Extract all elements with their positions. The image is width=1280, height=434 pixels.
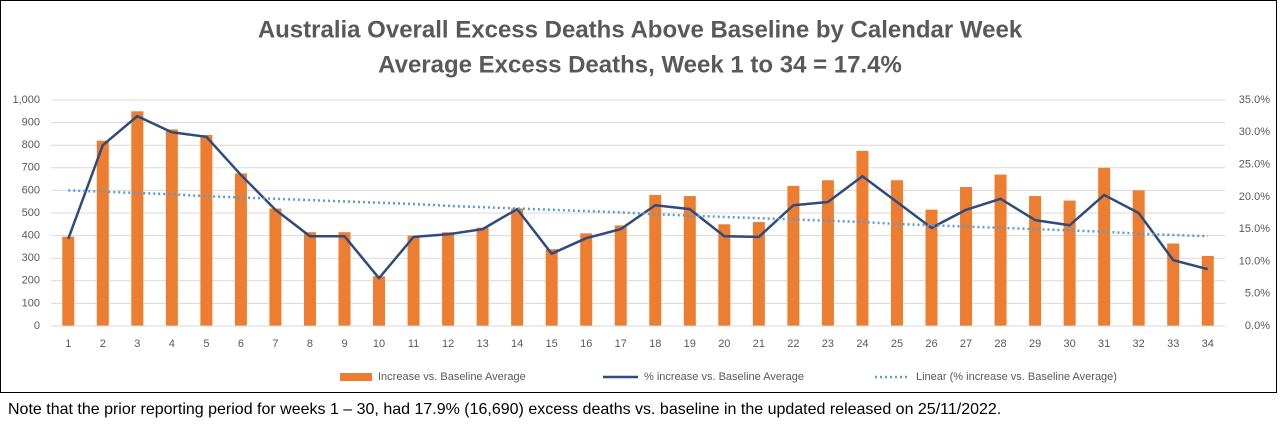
x-tick-label: 24 xyxy=(856,338,868,350)
legend-label: Increase vs. Baseline Average xyxy=(378,371,526,383)
bar xyxy=(580,233,593,326)
x-tick-label: 22 xyxy=(787,338,799,350)
y2-tick-label: 15.0% xyxy=(1239,223,1270,235)
trend-line xyxy=(68,189,1208,238)
bar xyxy=(442,232,455,326)
bar xyxy=(787,185,800,326)
bar xyxy=(890,180,903,326)
x-tick-label: 32 xyxy=(1133,338,1145,350)
y-tick-label: 800 xyxy=(22,139,40,151)
bar xyxy=(303,232,316,326)
y2-tick-label: 30.0% xyxy=(1239,126,1270,138)
bar xyxy=(234,173,247,326)
x-tick-label: 8 xyxy=(307,338,313,350)
y-tick-label: 400 xyxy=(22,230,40,242)
y-tick-label: 700 xyxy=(22,162,40,174)
x-tick-label: 34 xyxy=(1202,338,1214,350)
footnote: Note that the prior reporting period for… xyxy=(8,401,1001,418)
bar xyxy=(1201,255,1214,326)
y2-tick-label: 20.0% xyxy=(1239,191,1270,203)
x-tick-label: 33 xyxy=(1167,338,1179,350)
x-tick-label: 16 xyxy=(580,338,592,350)
x-tick-label: 12 xyxy=(442,338,454,350)
x-tick-label: 26 xyxy=(925,338,937,350)
x-tick-label: 9 xyxy=(341,338,347,350)
y-tick-label: 100 xyxy=(22,297,40,309)
y2-tick-label: 5.0% xyxy=(1245,288,1270,300)
y-tick-label: 900 xyxy=(22,117,40,129)
x-tick-label: 23 xyxy=(822,338,834,350)
line xyxy=(67,114,1209,280)
bar xyxy=(1098,167,1111,326)
y2-tick-label: 0.0% xyxy=(1245,320,1270,332)
bar xyxy=(1029,196,1042,326)
bar xyxy=(338,232,351,326)
legend-label: % increase vs. Baseline Average xyxy=(644,371,804,383)
x-tick-label: 13 xyxy=(476,338,488,350)
x-tick-label: 28 xyxy=(994,338,1006,350)
bar xyxy=(511,208,524,326)
x-tick-label: 21 xyxy=(753,338,765,350)
y-tick-label: 0 xyxy=(34,320,40,332)
bar xyxy=(96,140,109,326)
y-tick-label: 500 xyxy=(22,207,40,219)
y-tick-label: 200 xyxy=(22,275,40,287)
y-tick-label: 300 xyxy=(22,252,40,264)
bar xyxy=(994,174,1007,326)
bar xyxy=(373,276,386,326)
x-tick-label: 18 xyxy=(649,338,661,350)
x-tick-label: 14 xyxy=(511,338,523,350)
y2-tick-label: 25.0% xyxy=(1239,158,1270,170)
legend-label: Linear (% increase vs. Baseline Average) xyxy=(916,371,1117,383)
x-tick-label: 3 xyxy=(134,338,140,350)
bar xyxy=(200,135,213,326)
bar xyxy=(1167,243,1180,326)
y2-tick-label: 10.0% xyxy=(1239,255,1270,267)
x-tick-label: 11 xyxy=(408,338,419,350)
y2-tick-label: 35.0% xyxy=(1239,94,1270,106)
x-tick-label: 1 xyxy=(65,338,71,350)
bar xyxy=(407,235,420,326)
bar xyxy=(925,209,938,326)
x-tick-label: 17 xyxy=(615,338,627,350)
x-tick-label: 31 xyxy=(1098,338,1110,350)
bar xyxy=(614,225,627,326)
bar xyxy=(165,129,178,326)
bar xyxy=(545,249,558,326)
chart-title: Australia Overall Excess Deaths Above Ba… xyxy=(258,16,1023,43)
x-tick-label: 27 xyxy=(960,338,972,350)
bar xyxy=(476,227,489,326)
bar xyxy=(856,150,869,326)
bar xyxy=(718,224,731,326)
bar xyxy=(960,187,973,326)
bar xyxy=(269,208,282,326)
bar xyxy=(1063,200,1076,326)
x-tick-label: 25 xyxy=(891,338,903,350)
bar xyxy=(683,196,696,326)
x-tick-label: 2 xyxy=(100,338,106,350)
x-tick-label: 15 xyxy=(546,338,558,350)
x-tick-label: 6 xyxy=(238,338,244,350)
bar xyxy=(821,180,834,326)
x-tick-label: 7 xyxy=(272,338,278,350)
x-tick-label: 5 xyxy=(203,338,209,350)
x-tick-label: 19 xyxy=(684,338,696,350)
x-tick-label: 30 xyxy=(1063,338,1075,350)
x-tick-label: 20 xyxy=(718,338,730,350)
x-tick-label: 4 xyxy=(169,338,175,350)
bar xyxy=(131,111,144,326)
bar xyxy=(62,236,75,326)
x-tick-label: 10 xyxy=(373,338,385,350)
bar xyxy=(1132,190,1145,326)
x-tick-label: 29 xyxy=(1029,338,1041,350)
y-tick-label: 1,000 xyxy=(12,94,40,106)
bar xyxy=(752,222,765,326)
chart-subtitle: Average Excess Deaths, Week 1 to 34 = 17… xyxy=(378,51,902,78)
legend-swatch xyxy=(340,373,372,381)
y-tick-label: 600 xyxy=(22,184,40,196)
bar xyxy=(649,194,662,326)
